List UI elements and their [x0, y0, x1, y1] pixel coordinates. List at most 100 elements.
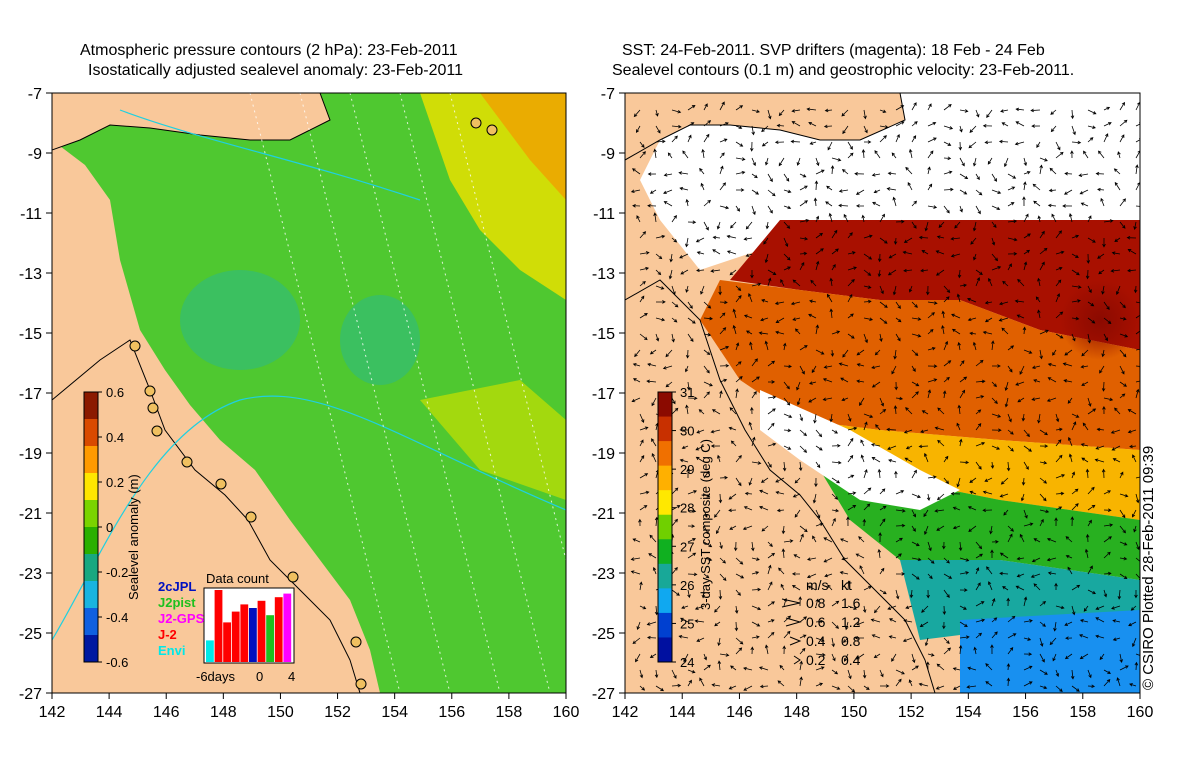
right-lon-tick-label: 160 [1127, 704, 1154, 721]
velocity-arrow [934, 509, 945, 513]
left-lon-tick-label: 154 [381, 704, 408, 721]
velocity-arrow [815, 215, 820, 223]
velocity-arrow [719, 138, 728, 143]
velocity-arrow [1000, 477, 1009, 485]
velocity-arrow [888, 458, 897, 463]
velocity-arrow [1055, 266, 1063, 271]
velocity-arrow [856, 363, 865, 367]
left-map-cyan-patch [180, 270, 300, 370]
velocity-arrow [1087, 684, 1096, 689]
velocity-arrow [1039, 247, 1048, 255]
velocity-arrow [957, 269, 962, 279]
velocity-arrow [903, 268, 913, 273]
velocity-arrow [751, 605, 762, 611]
left-colorbar-swatch [84, 500, 98, 528]
left-map-orange-ne [480, 93, 566, 200]
velocity-arrow [1007, 237, 1018, 242]
velocity-arrow [703, 493, 711, 498]
velocity-arrow [767, 395, 777, 400]
right-map-png-coast [625, 93, 906, 161]
velocity-arrow [783, 397, 791, 406]
velocity-arrow [1006, 597, 1010, 607]
velocity-arrow [1079, 653, 1089, 660]
velocity-arrow [863, 413, 874, 418]
data-count-bar [283, 593, 292, 662]
velocity-arrow [663, 201, 673, 207]
velocity-arrow [859, 397, 865, 406]
velocity-arrow [630, 570, 641, 575]
velocity-arrow [892, 285, 897, 296]
velocity-key: m/s kt 0.8 1.6 0.6 1.2 0.4 0.8 0.2 0.4 [781, 577, 861, 668]
left-colorbar-swatch [84, 392, 98, 420]
velocity-arrow [654, 669, 659, 679]
velocity-arrow [1063, 379, 1073, 383]
velocity-arrow [943, 589, 950, 598]
mission-label: J2pist [158, 595, 196, 610]
velocity-arrow [1085, 468, 1090, 479]
velocity-arrow [744, 491, 753, 496]
velocity-arrow [879, 109, 887, 113]
velocity-arrow [841, 109, 849, 117]
velocity-arrow [1135, 476, 1140, 479]
right-colorbar-swatch [658, 441, 672, 467]
velocity-arrow [1039, 261, 1045, 271]
velocity-arrow [863, 140, 872, 144]
velocity-arrow [764, 157, 769, 166]
velocity-arrow [842, 637, 849, 643]
velocity-key-units-ms: m/s [806, 577, 829, 593]
velocity-arrow [878, 532, 882, 543]
velocity-arrow [990, 461, 995, 469]
velocity-arrow [799, 647, 806, 655]
velocity-arrow [895, 317, 902, 323]
velocity-arrow [767, 631, 775, 639]
velocity-arrow [632, 204, 641, 208]
left-lon-tick-label: 160 [553, 704, 580, 721]
velocity-arrow [808, 313, 817, 319]
velocity-arrow [1119, 665, 1129, 671]
velocity-arrow [815, 169, 825, 175]
velocity-arrow [1023, 157, 1028, 167]
velocity-arrow [879, 589, 887, 595]
velocity-arrow [926, 661, 930, 671]
velocity-arrow [1067, 397, 1073, 404]
velocity-arrow [1015, 585, 1025, 591]
velocity-arrow [1087, 408, 1097, 415]
velocity-arrow [799, 676, 803, 687]
velocity-arrow [1087, 285, 1092, 294]
velocity-arrow [991, 617, 998, 623]
velocity-arrow [1114, 407, 1121, 415]
velocity-arrow [799, 525, 808, 533]
velocity-arrow [991, 173, 998, 182]
velocity-arrow [1033, 583, 1041, 591]
velocity-arrow [956, 422, 961, 431]
velocity-arrow [911, 121, 918, 127]
velocity-arrow [863, 487, 872, 495]
velocity-arrow [714, 509, 721, 518]
velocity-arrow [735, 573, 745, 579]
velocity-arrow [735, 589, 741, 596]
velocity-arrow [815, 509, 821, 519]
right-colorbar-tick-label: 27 [680, 539, 694, 554]
right-title-line2: Sealevel contours (0.1 m) and geostrophi… [612, 62, 1075, 79]
velocity-arrow [1048, 188, 1057, 193]
velocity-arrow [751, 436, 756, 447]
velocity-arrow [843, 213, 849, 223]
velocity-arrow [719, 165, 724, 175]
data-count-bar [240, 604, 249, 662]
velocity-arrow [862, 518, 867, 527]
velocity-arrow [815, 445, 823, 451]
left-lat-tick-label: -25 [19, 626, 42, 643]
velocity-arrow [895, 490, 905, 495]
velocity-arrow [783, 539, 794, 543]
velocity-arrow [1055, 669, 1060, 677]
velocity-arrow [1023, 349, 1033, 354]
velocity-key-ms: 0.8 [806, 595, 826, 611]
velocity-arrow [808, 397, 817, 403]
velocity-arrow [687, 509, 697, 513]
velocity-arrow [774, 140, 785, 145]
right-lat-tick-label: -19 [592, 446, 615, 463]
velocity-arrow [1067, 566, 1073, 575]
velocity-arrow [991, 205, 1001, 211]
velocity-arrow [895, 553, 902, 559]
velocity-arrow [719, 363, 730, 368]
